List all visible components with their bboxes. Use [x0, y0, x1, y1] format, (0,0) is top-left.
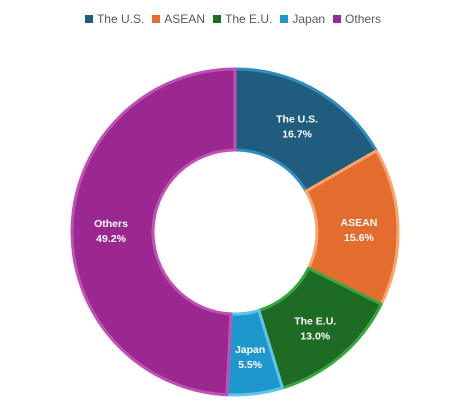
legend-swatch-japan — [280, 15, 289, 23]
legend-label-eu: The E.U. — [224, 12, 273, 26]
slice-label-value-japan: 5.5% — [238, 359, 263, 371]
legend: The U.S. ASEAN The E.U. Japan Others — [0, 12, 466, 26]
slice-label-name-us: The U.S. — [276, 114, 318, 126]
slice-label-japan: Japan 5.5% — [235, 344, 265, 371]
legend-label-others: Others — [345, 12, 382, 26]
slice-label-name-others: Others — [94, 218, 128, 230]
legend-swatch-eu — [212, 15, 221, 23]
legend-swatch-others — [333, 15, 342, 23]
slice-label-others: Others 49.2% — [94, 218, 128, 245]
slice-label-value-us: 16.7% — [282, 129, 312, 141]
slice-label-name-japan: Japan — [235, 344, 265, 356]
legend-label-japan: Japan — [292, 12, 326, 26]
legend-swatch-asean — [152, 15, 161, 23]
legend-item-others[interactable]: Others — [333, 12, 381, 26]
legend-label-us: The U.S. — [96, 12, 145, 26]
legend-label-asean: ASEAN — [164, 12, 205, 26]
legend-item-asean[interactable]: ASEAN — [152, 12, 205, 26]
legend-item-us[interactable]: The U.S. — [84, 12, 145, 26]
slice-label-value-eu: 13.0% — [300, 331, 330, 343]
slice-label-value-others: 49.2% — [96, 233, 126, 245]
legend-swatch-us — [84, 15, 93, 23]
slice-label-us: The U.S. 16.7% — [276, 114, 318, 141]
donut-labels: The U.S. 16.7% ASEAN 15.6% The E.U. 13.0% Japa… — [94, 114, 377, 371]
legend-item-eu[interactable]: The E.U. — [212, 12, 273, 26]
slice-asean[interactable] — [304, 149, 400, 306]
slice-label-value-asean: 15.6% — [344, 232, 374, 244]
slice-us[interactable] — [233, 67, 378, 193]
donut-slices — [70, 67, 400, 397]
slice-label-name-eu: The E.U. — [294, 316, 336, 328]
slice-label-name-asean: ASEAN — [341, 217, 378, 229]
slice-label-asean: ASEAN 15.6% — [341, 217, 378, 244]
slice-others[interactable] — [70, 67, 237, 397]
legend-item-japan[interactable]: Japan — [280, 12, 325, 26]
slice-label-eu: The E.U. 13.0% — [294, 316, 336, 343]
